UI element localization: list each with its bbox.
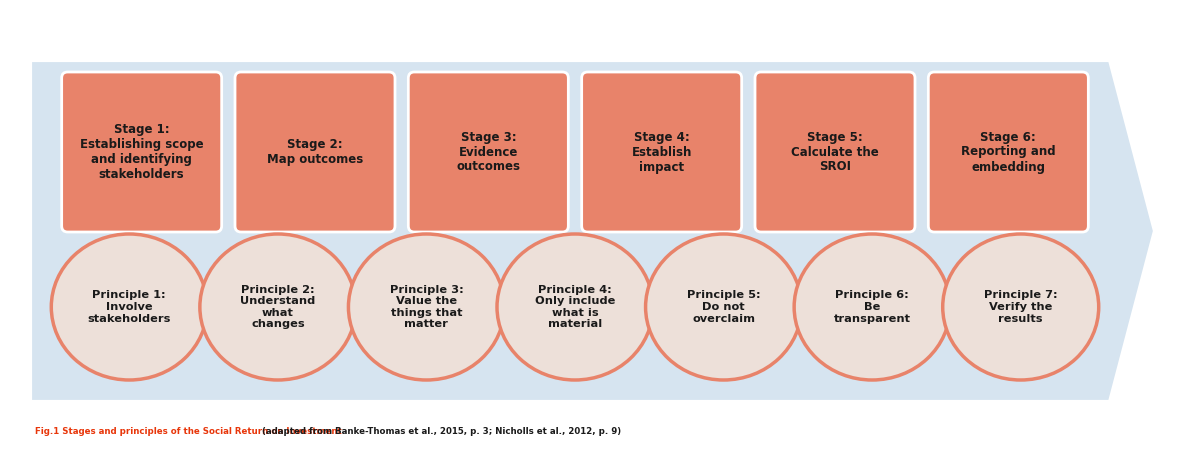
Text: Principle 1:
Involve
stakeholders: Principle 1: Involve stakeholders: [88, 290, 170, 324]
FancyBboxPatch shape: [582, 72, 742, 232]
Text: Fig.1 Stages and principles of the Social Return on Investment (adapted from Ban: Fig.1 Stages and principles of the Socia…: [35, 427, 704, 436]
FancyBboxPatch shape: [235, 72, 395, 232]
FancyBboxPatch shape: [61, 72, 222, 232]
Text: Stage 2:
Map outcomes: Stage 2: Map outcomes: [266, 138, 364, 166]
FancyBboxPatch shape: [755, 72, 916, 232]
FancyBboxPatch shape: [929, 72, 1088, 232]
FancyBboxPatch shape: [408, 72, 569, 232]
Text: Stage 4:
Establish
impact: Stage 4: Establish impact: [631, 130, 692, 174]
Ellipse shape: [646, 234, 802, 380]
Text: Stage 5:
Calculate the
SROI: Stage 5: Calculate the SROI: [791, 130, 878, 174]
Text: Principle 2:
Understand
what
changes: Principle 2: Understand what changes: [240, 284, 316, 329]
Ellipse shape: [497, 234, 653, 380]
Ellipse shape: [348, 234, 504, 380]
Ellipse shape: [943, 234, 1099, 380]
Text: Principle 4:
Only include
what is
material: Principle 4: Only include what is materi…: [535, 284, 616, 329]
Text: Principle 3:
Value the
things that
matter: Principle 3: Value the things that matte…: [390, 284, 463, 329]
Text: Principle 7:
Verify the
results: Principle 7: Verify the results: [984, 290, 1057, 324]
Polygon shape: [30, 60, 1154, 402]
Text: Stage 3:
Evidence
outcomes: Stage 3: Evidence outcomes: [456, 130, 521, 174]
Text: (adapted from Banke-Thomas et al., 2015, p. 3; Nicholls et al., 2012, p. 9): (adapted from Banke-Thomas et al., 2015,…: [259, 427, 622, 436]
Ellipse shape: [52, 234, 208, 380]
Text: Principle 6:
Be
transparent: Principle 6: Be transparent: [834, 290, 911, 324]
Text: Fig.1 Stages and principles of the Social Return on Investment: Fig.1 Stages and principles of the Socia…: [35, 427, 342, 436]
Text: Stage 1:
Establishing scope
and identifying
stakeholders: Stage 1: Establishing scope and identify…: [80, 123, 204, 181]
Ellipse shape: [794, 234, 950, 380]
Ellipse shape: [200, 234, 356, 380]
Text: Principle 5:
Do not
overclaim: Principle 5: Do not overclaim: [686, 290, 761, 324]
Text: Stage 6:
Reporting and
embedding: Stage 6: Reporting and embedding: [961, 130, 1056, 174]
